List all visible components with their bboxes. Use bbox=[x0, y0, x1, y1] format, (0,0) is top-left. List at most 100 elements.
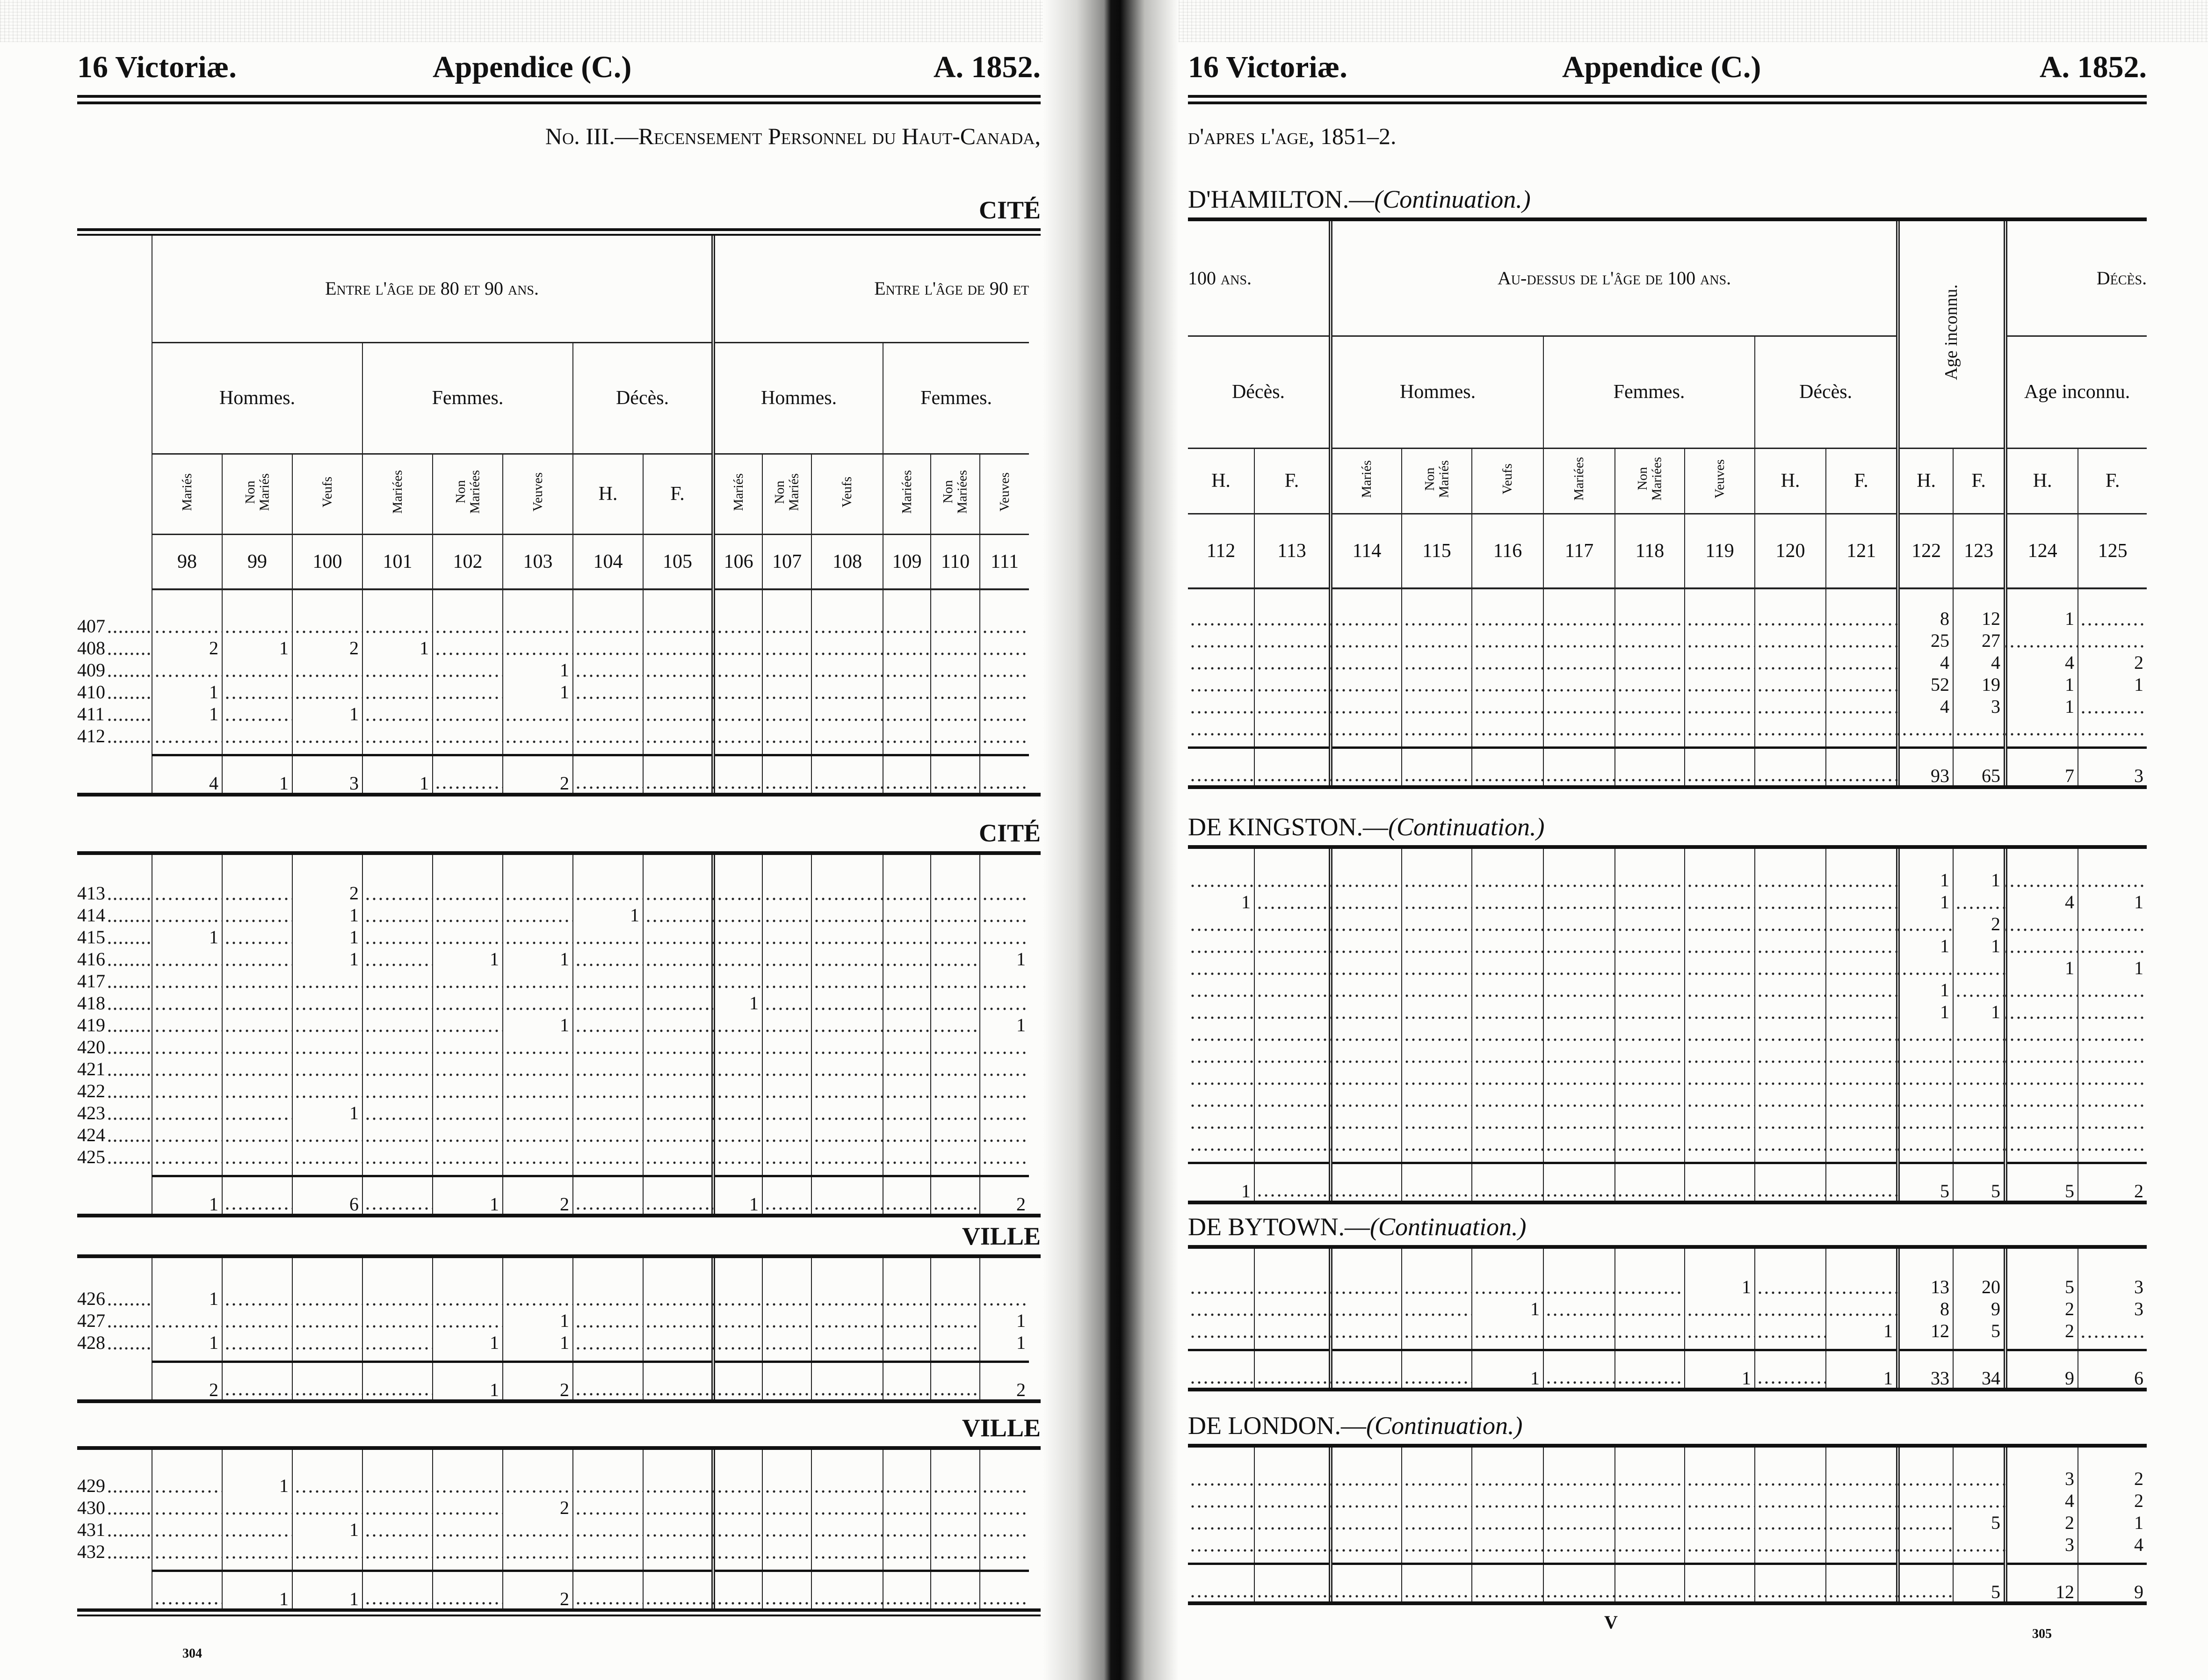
head-rule bbox=[1188, 95, 2147, 104]
table-row: 429 1 bbox=[77, 1473, 1029, 1496]
empty-cell bbox=[1684, 1043, 1755, 1065]
empty-cell bbox=[2004, 1109, 2078, 1131]
spacer-cell bbox=[432, 1166, 503, 1176]
empty-cell bbox=[362, 1495, 433, 1517]
spacer-cell bbox=[1953, 1153, 2005, 1163]
empty-cell bbox=[572, 1360, 643, 1399]
spacer-cell bbox=[77, 1352, 152, 1361]
empty-cell bbox=[2078, 912, 2147, 934]
right-page: 16 Victoriæ. Appendice (C.) A. 1852. d'a… bbox=[1188, 0, 2147, 1680]
spacer-cell bbox=[1825, 589, 1898, 606]
empty-cell bbox=[1896, 1087, 1953, 1109]
empty-cell bbox=[2004, 1043, 2078, 1065]
empty-cell bbox=[1825, 694, 1898, 716]
empty-cell bbox=[1543, 694, 1615, 716]
spacer-cell bbox=[222, 746, 292, 755]
data-cell: 1 bbox=[222, 1473, 292, 1495]
empty-cell bbox=[930, 925, 980, 947]
empty-cell bbox=[362, 1079, 433, 1101]
spacer-cell bbox=[1543, 849, 1615, 868]
empty-cell bbox=[1471, 912, 1543, 934]
spacer-cell bbox=[762, 1561, 811, 1571]
empty-cell bbox=[152, 1035, 222, 1057]
empty-cell bbox=[762, 1122, 811, 1144]
empty-cell bbox=[222, 680, 292, 702]
data-cell: 1 bbox=[292, 1517, 362, 1539]
spacer-cell bbox=[502, 1352, 573, 1361]
table-row bbox=[1188, 716, 2147, 738]
spacer-row bbox=[77, 1166, 1029, 1176]
empty-cell bbox=[1754, 694, 1826, 716]
table-row: 409 1 bbox=[77, 658, 1029, 681]
spacer-cell bbox=[1543, 1340, 1615, 1350]
data-cell: 1 bbox=[292, 1101, 362, 1122]
spacer-cell bbox=[502, 1450, 573, 1473]
empty-cell bbox=[1953, 1065, 2005, 1087]
empty-cell bbox=[1401, 628, 1472, 650]
table-row: 424 bbox=[77, 1122, 1029, 1145]
deces-top-header: Décès. bbox=[2004, 221, 2147, 337]
empty-cell bbox=[762, 658, 811, 680]
empty-cell bbox=[2078, 716, 2147, 738]
empty-cell bbox=[1825, 868, 1898, 890]
empty-cell bbox=[222, 903, 292, 925]
spacer-cell bbox=[930, 1258, 980, 1286]
row-label: 422 bbox=[77, 1079, 152, 1101]
empty-cell bbox=[502, 724, 573, 746]
empty-cell bbox=[1401, 1348, 1472, 1388]
empty-cell bbox=[883, 881, 931, 903]
empty-cell bbox=[1614, 1532, 1685, 1554]
empty-cell bbox=[292, 1495, 362, 1517]
empty-cell bbox=[762, 636, 811, 658]
empty-cell bbox=[1329, 1348, 1402, 1388]
spacer-row bbox=[1188, 1448, 2147, 1466]
spacer-cell bbox=[77, 855, 152, 881]
empty-cell bbox=[2078, 1087, 2147, 1109]
spacer-cell bbox=[2004, 1249, 2078, 1274]
empty-cell bbox=[643, 1286, 713, 1308]
data-cell: 2 bbox=[2004, 1510, 2078, 1532]
data-cell: 1 bbox=[222, 636, 292, 658]
spacer-cell bbox=[222, 1258, 292, 1286]
empty-cell bbox=[762, 680, 811, 702]
section-rule bbox=[1188, 1444, 2147, 1448]
spacer-row bbox=[77, 590, 1029, 614]
data-cell: 2 bbox=[2004, 1296, 2078, 1318]
empty-cell bbox=[1401, 1065, 1472, 1087]
empty-cell bbox=[711, 658, 762, 680]
spacer-cell bbox=[1471, 849, 1543, 868]
section-ville-2: VILLE 429 1 430 2 431 1 432 1 1 2 bbox=[77, 1408, 1041, 1616]
empty-cell bbox=[1614, 1296, 1685, 1318]
empty-cell bbox=[222, 614, 292, 636]
column-number: 124 bbox=[2004, 514, 2078, 589]
empty-cell bbox=[883, 1539, 931, 1561]
empty-cell bbox=[711, 969, 762, 991]
empty-cell bbox=[811, 753, 883, 793]
empty-cell bbox=[762, 1035, 811, 1057]
data-cell: 1 bbox=[1471, 1296, 1543, 1318]
section-rule bbox=[77, 1399, 1041, 1403]
subcolumn-header-text: Veufs bbox=[1500, 463, 1515, 495]
empty-cell bbox=[1614, 716, 1685, 738]
empty-cell bbox=[1188, 1274, 1254, 1296]
empty-cell bbox=[1471, 1043, 1543, 1065]
total-row: 93 65 7 3 bbox=[1188, 746, 2147, 785]
empty-cell bbox=[1188, 1296, 1254, 1318]
empty-cell bbox=[432, 1286, 503, 1308]
empty-cell bbox=[1188, 1021, 1254, 1043]
empty-cell bbox=[930, 1057, 980, 1079]
data-cell: 6 bbox=[2078, 1348, 2147, 1388]
empty-cell bbox=[502, 1122, 573, 1144]
empty-cell bbox=[432, 991, 503, 1013]
subcolumn-header: Veuves bbox=[502, 454, 573, 535]
row-number: 428 bbox=[77, 1332, 107, 1353]
empty-cell bbox=[362, 991, 433, 1013]
data-cell: 4 bbox=[2004, 1488, 2078, 1510]
empty-cell bbox=[362, 1569, 433, 1608]
spacer-cell bbox=[811, 1258, 883, 1286]
spacer-cell bbox=[292, 590, 362, 614]
spacer-cell bbox=[2078, 1249, 2147, 1274]
empty-cell bbox=[1188, 1043, 1254, 1065]
spacer-cell bbox=[152, 590, 222, 614]
